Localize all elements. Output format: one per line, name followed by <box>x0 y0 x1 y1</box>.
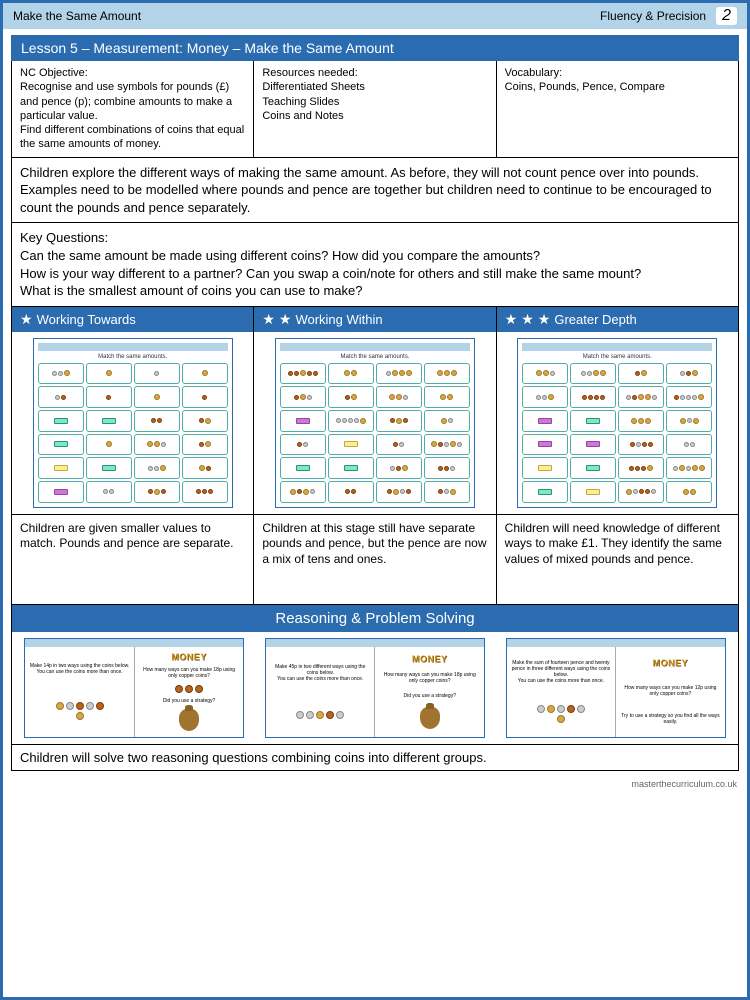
key-questions: Key Questions: Can the same amount be ma… <box>11 223 739 306</box>
footer-text: Children will solve two reasoning questi… <box>11 745 739 771</box>
rps-title: Reasoning & Problem Solving <box>11 605 739 632</box>
star-icon: ★ <box>20 311 33 328</box>
star-icon: ★ <box>538 311 551 328</box>
diff-head-towards: ★ Working Towards <box>12 307 253 332</box>
info-row: NC Objective: Recognise and use symbols … <box>11 61 739 158</box>
diff-title: Greater Depth <box>554 312 636 327</box>
money-logo: MONEY <box>412 654 448 664</box>
star-icon: ★ <box>262 311 275 328</box>
diff-depth: ★ ★ ★ Greater Depth Match the same amoun… <box>497 307 738 604</box>
resources-text: Differentiated Sheets Teaching Slides Co… <box>262 80 487 123</box>
money-bag-icon <box>420 707 440 729</box>
diff-head-within: ★ ★ Working Within <box>254 307 495 332</box>
resources-cell: Resources needed: Differentiated Sheets … <box>254 61 496 157</box>
diff-desc: Children at this stage still have separa… <box>254 514 495 604</box>
header-right: Fluency & Precision <box>600 9 706 23</box>
star-icon: ★ <box>279 311 292 328</box>
page-number: 2 <box>716 7 737 25</box>
rps-thumb: Make 45p in two different ways using the… <box>265 638 485 738</box>
diff-head-depth: ★ ★ ★ Greater Depth <box>497 307 738 332</box>
worksheet-thumb-depth: Match the same amounts. <box>497 332 738 514</box>
rps-thumb: Make 14p in two ways using the coins bel… <box>24 638 244 738</box>
objective-cell: NC Objective: Recognise and use symbols … <box>12 61 254 157</box>
money-bag-icon <box>179 709 199 731</box>
vocab-label: Vocabulary: <box>505 66 730 80</box>
differentiation-row: ★ Working Towards Match the same amounts… <box>11 307 739 605</box>
money-logo: MONEY <box>653 658 689 668</box>
header-left: Make the Same Amount <box>13 9 141 23</box>
objective-label: NC Objective: <box>20 66 245 80</box>
worksheet-thumb-towards: Match the same amounts. <box>12 332 253 514</box>
rps-thumb: Make the sum of fourteen pence and twent… <box>506 638 726 738</box>
top-header: Make the Same Amount Fluency & Precision… <box>3 3 747 29</box>
diff-towards: ★ Working Towards Match the same amounts… <box>12 307 254 604</box>
lesson-title: Lesson 5 – Measurement: Money – Make the… <box>11 35 739 61</box>
diff-within: ★ ★ Working Within Match the same amount… <box>254 307 496 604</box>
diff-title: Working Towards <box>37 312 136 327</box>
star-icon: ★ <box>505 311 518 328</box>
intro-section: Children explore the different ways of m… <box>11 158 739 224</box>
diff-title: Working Within <box>295 312 382 327</box>
keyq-label: Key Questions: <box>20 229 730 247</box>
worksheet-thumb-within: Match the same amounts. <box>254 332 495 514</box>
objective-text: Recognise and use symbols for pounds (£)… <box>20 80 245 151</box>
rps-row: Make 14p in two ways using the coins bel… <box>11 632 739 745</box>
vocab-cell: Vocabulary: Coins, Pounds, Pence, Compar… <box>497 61 738 157</box>
money-logo: MONEY <box>171 652 207 662</box>
credit: masterthecurriculum.co.uk <box>3 777 747 791</box>
star-icon: ★ <box>521 311 534 328</box>
vocab-text: Coins, Pounds, Pence, Compare <box>505 80 730 94</box>
resources-label: Resources needed: <box>262 66 487 80</box>
diff-desc: Children are given smaller values to mat… <box>12 514 253 604</box>
keyq-text: Can the same amount be made using differ… <box>20 247 730 300</box>
diff-desc: Children will need knowledge of differen… <box>497 514 738 604</box>
